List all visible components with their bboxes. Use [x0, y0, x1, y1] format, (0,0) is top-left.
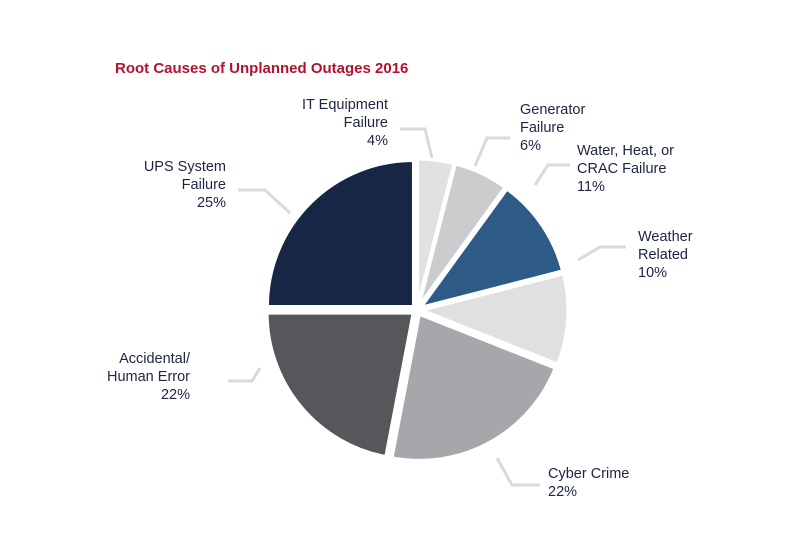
leader-cyber	[495, 457, 540, 487]
label-line: Failure	[343, 115, 388, 131]
label-line: Generator	[520, 102, 586, 118]
label-pct: 11%	[577, 179, 605, 195]
label-line: Related	[638, 247, 688, 263]
leader-ups	[238, 188, 292, 215]
label-line: Cyber Crime	[548, 466, 630, 482]
label-pct: 4%	[367, 133, 388, 149]
label-weather: Weather Related 10%	[638, 228, 693, 282]
label-ups: UPS System Failure 25%	[144, 158, 226, 212]
label-pct: 6%	[520, 138, 541, 154]
pie-slice-accidental-human-error	[265, 311, 415, 459]
leader-water	[533, 163, 570, 186]
label-pct: 25%	[196, 195, 226, 211]
label-generator: Generator Failure 6%	[520, 101, 585, 155]
label-pct: 22%	[548, 484, 578, 500]
label-line: CRAC Failure	[577, 161, 667, 177]
leader-it	[400, 127, 434, 159]
label-it-equipment: IT Equipment Failure 4%	[302, 96, 388, 150]
leader-lines	[228, 127, 626, 487]
leader-weather	[577, 245, 626, 262]
pie-slice-water-heat-or-crac-failure	[417, 186, 565, 310]
label-line: Accidental/	[119, 351, 190, 367]
label-line: Human Error	[107, 369, 190, 385]
label-water-heat-crac: Water, Heat, or CRAC Failure 11%	[577, 142, 674, 196]
label-line: Weather	[638, 229, 693, 245]
label-line: IT Equipment	[302, 97, 388, 113]
pie-slice-generator-failure	[417, 162, 508, 307]
label-pct: 22%	[160, 387, 190, 403]
pie-slice-weather-related	[417, 272, 570, 367]
chart-title: Root Causes of Unplanned Outages 2016	[115, 60, 409, 77]
label-line: Failure	[181, 177, 226, 193]
label-line: UPS System	[143, 159, 226, 175]
label-pct: 10%	[638, 265, 668, 281]
pie-slice-it-equipment-failure	[416, 157, 456, 306]
pie-slice-cyber-crime	[390, 312, 558, 462]
label-line: Failure	[520, 120, 565, 136]
pie-slice-ups-system-failure	[265, 158, 415, 308]
label-accidental: Accidental/ Human Error 22%	[107, 350, 190, 404]
leader-gen	[473, 136, 510, 167]
label-line: Water, Heat, or	[577, 143, 674, 159]
label-cyber-crime: Cyber Crime 22%	[548, 465, 629, 501]
leader-acc	[228, 367, 262, 383]
